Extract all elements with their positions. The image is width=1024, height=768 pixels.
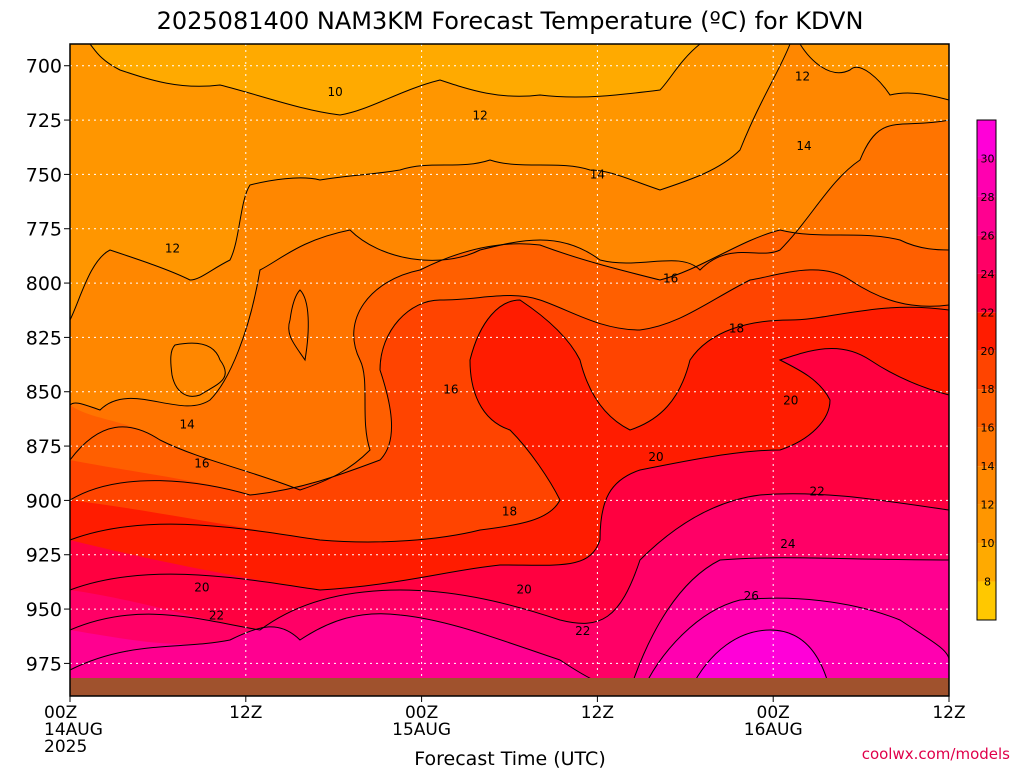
credit-text: coolwx.com/models: [862, 745, 1010, 763]
contour-label: 14: [590, 167, 605, 181]
y-tick-label: 850: [26, 382, 62, 404]
contour-label: 12: [473, 109, 488, 123]
colorbar-segment: [977, 312, 996, 351]
ground-surface: [70, 678, 949, 696]
contour-label: 20: [194, 580, 209, 594]
x-tick-label: 00Z: [405, 703, 438, 723]
x-tick-label: 2025: [44, 737, 87, 757]
colorbar-tick-label: 26: [981, 229, 995, 242]
x-tick-label: 14AUG: [44, 720, 103, 740]
colorbar-segment: [977, 427, 996, 467]
y-tick-label: 900: [26, 490, 62, 512]
y-tick-label: 700: [26, 56, 62, 78]
x-tick-label: 00Z: [44, 703, 77, 723]
x-tick-label: 12Z: [932, 703, 965, 723]
plot-area: 10 12 12 14 14 12 16 18 16 20 14 16 20 22 18 24 20 20 26 22…: [69, 43, 950, 697]
x-tick-label: 12Z: [229, 703, 262, 723]
contour-label: 22: [810, 485, 825, 499]
contour-label: 16: [663, 272, 678, 286]
x-tick-label: 16AUG: [744, 720, 803, 740]
contour-label: 16: [443, 383, 458, 397]
chart-title: 2025081400 NAM3KM Forecast Temperature (…: [157, 7, 864, 35]
colorbar: 8 10 12 14 16 18 20 22 24 26 28 30: [976, 119, 997, 621]
y-tick-label: 950: [26, 599, 62, 621]
colorbar-tick-label: 18: [981, 383, 995, 396]
contour-labels: 10 12 12 14 14 12 16 18 16 20 14 16 20 22 18 24 20 20 26 22…: [165, 70, 825, 638]
colorbar-segment: [977, 504, 996, 544]
colorbar-tick-label: 16: [981, 422, 995, 435]
y-tick-label: 975: [26, 653, 62, 675]
contour-label: 20: [517, 583, 532, 597]
band-30-32: [690, 630, 830, 690]
colorbar-tick-label: 12: [981, 499, 995, 512]
colorbar-segment: [977, 235, 996, 274]
contour-label: 18: [729, 322, 744, 336]
colorbar-segment: [977, 389, 996, 428]
colorbar-segment: [977, 196, 996, 236]
colorbar-tick-label: 28: [981, 191, 995, 204]
contour-label: 24: [780, 537, 795, 551]
y-axis: 700 725 750 775 800 825 850 875 900 925 950 975: [26, 56, 70, 675]
colorbar-segment: [977, 350, 996, 390]
contour-label: 10: [328, 85, 343, 99]
x-tick-label: 15AUG: [392, 720, 451, 740]
colorbar-segment: [977, 543, 996, 582]
x-tick-label: 12Z: [581, 703, 614, 723]
y-tick-label: 775: [26, 219, 62, 241]
x-axis-label: Forecast Time (UTC): [414, 748, 605, 768]
contour-label: 22: [209, 609, 224, 623]
contour-label: 22: [575, 624, 590, 638]
contour-label: 18: [502, 504, 517, 518]
x-tick-label: 00Z: [757, 703, 790, 723]
contour-label: 12: [795, 70, 810, 84]
contour-label: 16: [194, 456, 209, 470]
contour-label: 12: [165, 241, 180, 255]
colorbar-segment: [977, 120, 996, 159]
band-10-12: [70, 44, 949, 320]
contour-label: 26: [744, 589, 759, 603]
y-tick-label: 800: [26, 273, 62, 295]
y-tick-label: 725: [26, 110, 62, 132]
contour-label: 14: [796, 139, 811, 153]
colorbar-tick-label: 20: [981, 345, 995, 358]
y-tick-label: 750: [26, 164, 62, 186]
colorbar-segment: [977, 158, 996, 197]
colorbar-frame: [976, 119, 997, 621]
y-tick-label: 875: [26, 436, 62, 458]
colorbar-tick-label: 8: [984, 576, 991, 589]
colorbar-segment: [977, 581, 996, 620]
contour-label: 20: [783, 393, 798, 407]
contour-label: 20: [648, 450, 663, 464]
plot-frame: [69, 43, 950, 697]
colorbar-tick-label: 10: [981, 537, 995, 550]
band-8-10: [90, 44, 700, 115]
grid: [70, 44, 949, 696]
colorbar-tick-label: 14: [981, 460, 995, 473]
colorbar-tick-label: 22: [981, 306, 995, 319]
y-tick-label: 925: [26, 545, 62, 567]
colorbar-tick-label: 30: [981, 152, 995, 165]
contour-label: 14: [180, 417, 195, 431]
y-tick-label: 825: [26, 327, 62, 349]
colorbar-segment: [977, 466, 996, 505]
colorbar-tick-label: 24: [981, 268, 995, 281]
colorbar-segment: [977, 273, 996, 313]
contour-lines: [69, 43, 950, 697]
